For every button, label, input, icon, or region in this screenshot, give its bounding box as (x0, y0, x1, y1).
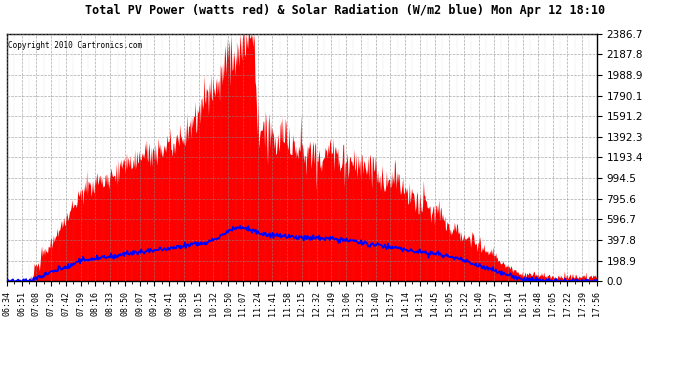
Text: Total PV Power (watts red) & Solar Radiation (W/m2 blue) Mon Apr 12 18:10: Total PV Power (watts red) & Solar Radia… (85, 4, 605, 17)
Text: Copyright 2010 Cartronics.com: Copyright 2010 Cartronics.com (8, 41, 142, 50)
